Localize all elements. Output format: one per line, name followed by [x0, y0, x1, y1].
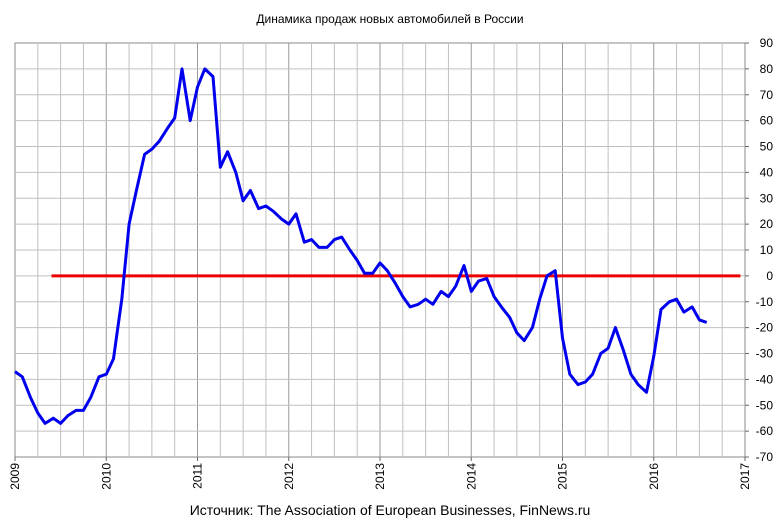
x-tick-label: 2015	[556, 463, 570, 490]
x-tick-label: 2017	[738, 463, 752, 490]
x-tick-label: 2011	[191, 463, 205, 489]
x-tick-label: 2012	[282, 463, 296, 490]
x-tick-label: 2016	[647, 463, 661, 490]
sales-growth-line	[14, 67, 708, 425]
y-tick-label: 20	[760, 217, 774, 231]
y-tick-label: 10	[760, 243, 774, 257]
y-tick-label: 70	[760, 88, 774, 102]
y-tick-label: -10	[756, 295, 774, 309]
y-tick-label: -70	[756, 450, 774, 464]
y-tick-label: -40	[756, 372, 774, 386]
chart-source: Источник: The Association of European Bu…	[189, 502, 591, 518]
y-tick-label: 50	[760, 140, 774, 154]
chart-title: Динамика продаж новых автомобилей в Росс…	[256, 12, 524, 26]
x-tick-label: 2013	[373, 463, 387, 490]
y-tick-label: -50	[756, 398, 774, 412]
x-tick-label: 2009	[8, 463, 22, 490]
y-tick-label: -20	[756, 321, 774, 335]
y-tick-label: -30	[756, 347, 774, 361]
y-tick-label: 60	[760, 114, 774, 128]
y-tick-label: 90	[760, 36, 774, 50]
y-tick-label: -60	[756, 424, 774, 438]
y-tick-label: 30	[760, 191, 774, 205]
x-tick-label: 2010	[99, 463, 113, 490]
y-tick-label: 80	[760, 62, 774, 76]
x-tick-label: 2014	[464, 463, 478, 490]
y-tick-label: 40	[760, 165, 774, 179]
y-tick-label: 0	[766, 269, 773, 283]
